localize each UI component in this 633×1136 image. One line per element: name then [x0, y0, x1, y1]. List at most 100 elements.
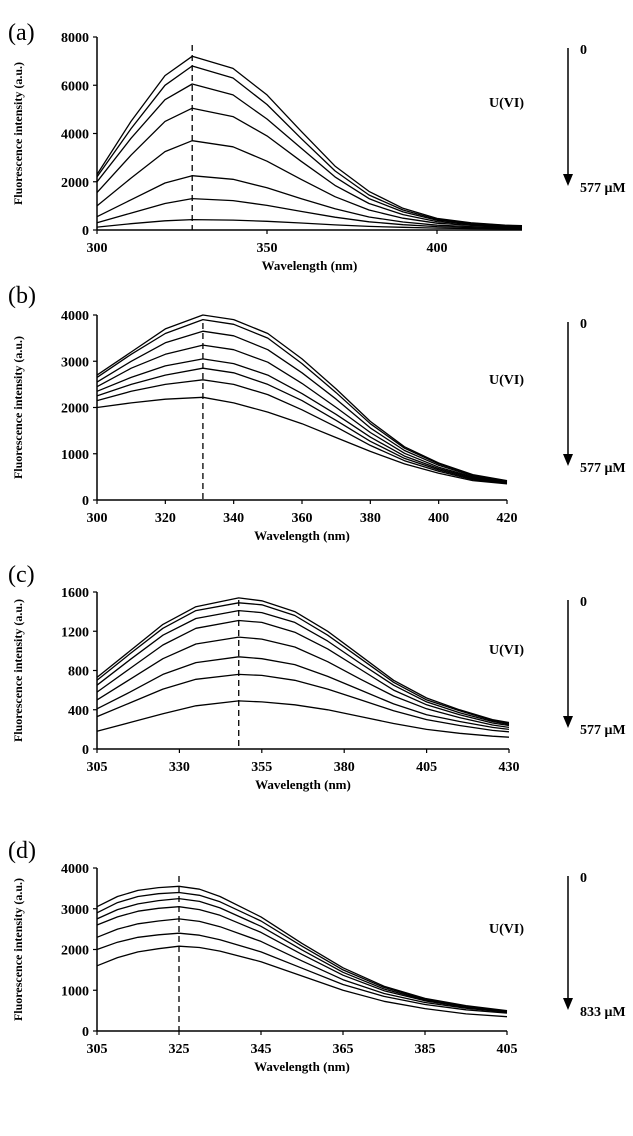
series-line-4 — [96, 619, 510, 727]
y-tick-label: 1000 — [61, 984, 89, 999]
annotation-start: 0 — [580, 871, 587, 886]
series-line-4 — [96, 107, 523, 228]
series-line-8 — [96, 218, 522, 230]
annotation-start: 0 — [580, 43, 587, 58]
y-tick-label: 8000 — [61, 31, 89, 46]
x-tick-label: 330 — [169, 760, 190, 775]
x-tick-label: 300 — [87, 511, 108, 526]
y-tick-label: 6000 — [61, 79, 89, 94]
panel-a: (a) 0 2000 4000 6000 8000 300 350 400 Wavelength … — [8, 20, 626, 273]
series-line-7 — [96, 197, 522, 229]
y-tick-label: 0 — [82, 1025, 89, 1040]
y-tick-label: 1200 — [61, 625, 89, 640]
annotation-label: U(VI) — [489, 922, 524, 937]
series-line-7 — [96, 673, 510, 733]
annotation-label: U(VI) — [489, 373, 524, 388]
x-tick-label: 360 — [292, 511, 313, 526]
x-tick-label: 385 — [415, 1042, 436, 1057]
series-line-8 — [96, 396, 508, 485]
series-line-3 — [96, 897, 508, 1013]
x-tick-label: 320 — [155, 511, 176, 526]
series-line-1 — [96, 55, 523, 227]
series-line-6 — [96, 932, 508, 1014]
annotation-end: 577 μM — [580, 461, 626, 476]
x-tick-label: 340 — [223, 511, 244, 526]
y-tick-label: 0 — [82, 224, 89, 239]
panel-c: (c) 0 400 800 1200 1600 305 330 355 380 405 430 Wave… — [8, 562, 626, 792]
series-line-6 — [96, 175, 523, 229]
x-tick-label: 400 — [427, 241, 448, 256]
x-tick-label: 350 — [257, 241, 278, 256]
panel-label: (a) — [8, 20, 35, 46]
y-tick-label: 2000 — [61, 944, 89, 959]
y-tick-label: 0 — [82, 743, 89, 758]
x-axis-label: Wavelength (nm) — [262, 258, 358, 273]
series-line-6 — [96, 367, 508, 484]
series-line-1 — [96, 314, 508, 482]
y-axis-label: Fluorescence intensity (a.u.) — [11, 62, 25, 205]
x-tick-label: 355 — [251, 760, 272, 775]
panel-label: (b) — [8, 283, 36, 309]
annotation-end: 833 μM — [580, 1005, 626, 1020]
y-tick-label: 0 — [82, 494, 89, 509]
y-tick-label: 4000 — [61, 862, 89, 877]
y-axis-label: Fluorescence intensity (a.u.) — [11, 878, 25, 1021]
series-line-3 — [96, 609, 510, 726]
y-tick-label: 1000 — [61, 448, 89, 463]
x-tick-label: 380 — [360, 511, 381, 526]
y-tick-label: 1600 — [61, 586, 89, 601]
x-tick-label: 345 — [251, 1042, 272, 1057]
series-line-1 — [96, 885, 508, 1012]
annotation-label: U(VI) — [489, 643, 524, 658]
series-line-5 — [96, 636, 510, 729]
y-tick-label: 2000 — [61, 402, 89, 417]
series-line-2 — [96, 65, 523, 227]
series-line-5 — [96, 140, 523, 228]
x-tick-label: 325 — [169, 1042, 190, 1057]
panel-b: (b) 0 1000 2000 3000 4000 300 320 340 360 380 400 42… — [8, 283, 626, 543]
x-axis-label: Wavelength (nm) — [254, 1059, 350, 1074]
x-tick-label: 400 — [428, 511, 449, 526]
annotation-end: 577 μM — [580, 181, 626, 196]
annotation-start: 0 — [580, 595, 587, 610]
panel-d: (d) 0 1000 2000 3000 4000 305 325 345 365 385 405 Wa… — [8, 838, 626, 1074]
series-line-7 — [96, 945, 508, 1018]
x-tick-label: 420 — [497, 511, 518, 526]
x-tick-label: 430 — [499, 760, 520, 775]
x-axis-label: Wavelength (nm) — [255, 777, 351, 792]
x-tick-label: 300 — [87, 241, 108, 256]
series-line-5 — [96, 358, 508, 484]
panel-label: (d) — [8, 838, 36, 864]
arrow-head-icon — [563, 998, 573, 1010]
y-tick-label: 3000 — [61, 903, 89, 918]
series-line-3 — [96, 330, 508, 483]
y-axis-label: Fluorescence intensity (a.u.) — [11, 336, 25, 479]
series-line-6 — [96, 656, 510, 731]
series-line-4 — [96, 344, 508, 483]
y-tick-label: 2000 — [61, 176, 89, 191]
panel-label: (c) — [8, 562, 35, 588]
y-tick-label: 3000 — [61, 355, 89, 370]
series-line-4 — [96, 906, 508, 1013]
series-line-2 — [96, 602, 510, 725]
series-line-2 — [96, 891, 508, 1012]
y-tick-label: 4000 — [61, 128, 89, 143]
series-line-2 — [96, 318, 508, 482]
x-tick-label: 405 — [497, 1042, 518, 1057]
x-tick-label: 380 — [334, 760, 355, 775]
x-tick-label: 305 — [87, 760, 108, 775]
series-line-5 — [96, 918, 508, 1013]
y-tick-label: 400 — [68, 704, 89, 719]
series-line-7 — [96, 379, 508, 485]
annotation-end: 577 μM — [580, 723, 626, 738]
y-axis-label: Fluorescence intensity (a.u.) — [11, 599, 25, 742]
series-line-3 — [96, 83, 523, 227]
series-line-1 — [96, 597, 510, 724]
annotation-start: 0 — [580, 317, 587, 332]
x-tick-label: 305 — [87, 1042, 108, 1057]
x-axis-label: Wavelength (nm) — [254, 528, 350, 543]
x-tick-label: 405 — [416, 760, 437, 775]
arrow-head-icon — [563, 454, 573, 466]
y-tick-label: 800 — [68, 665, 89, 680]
